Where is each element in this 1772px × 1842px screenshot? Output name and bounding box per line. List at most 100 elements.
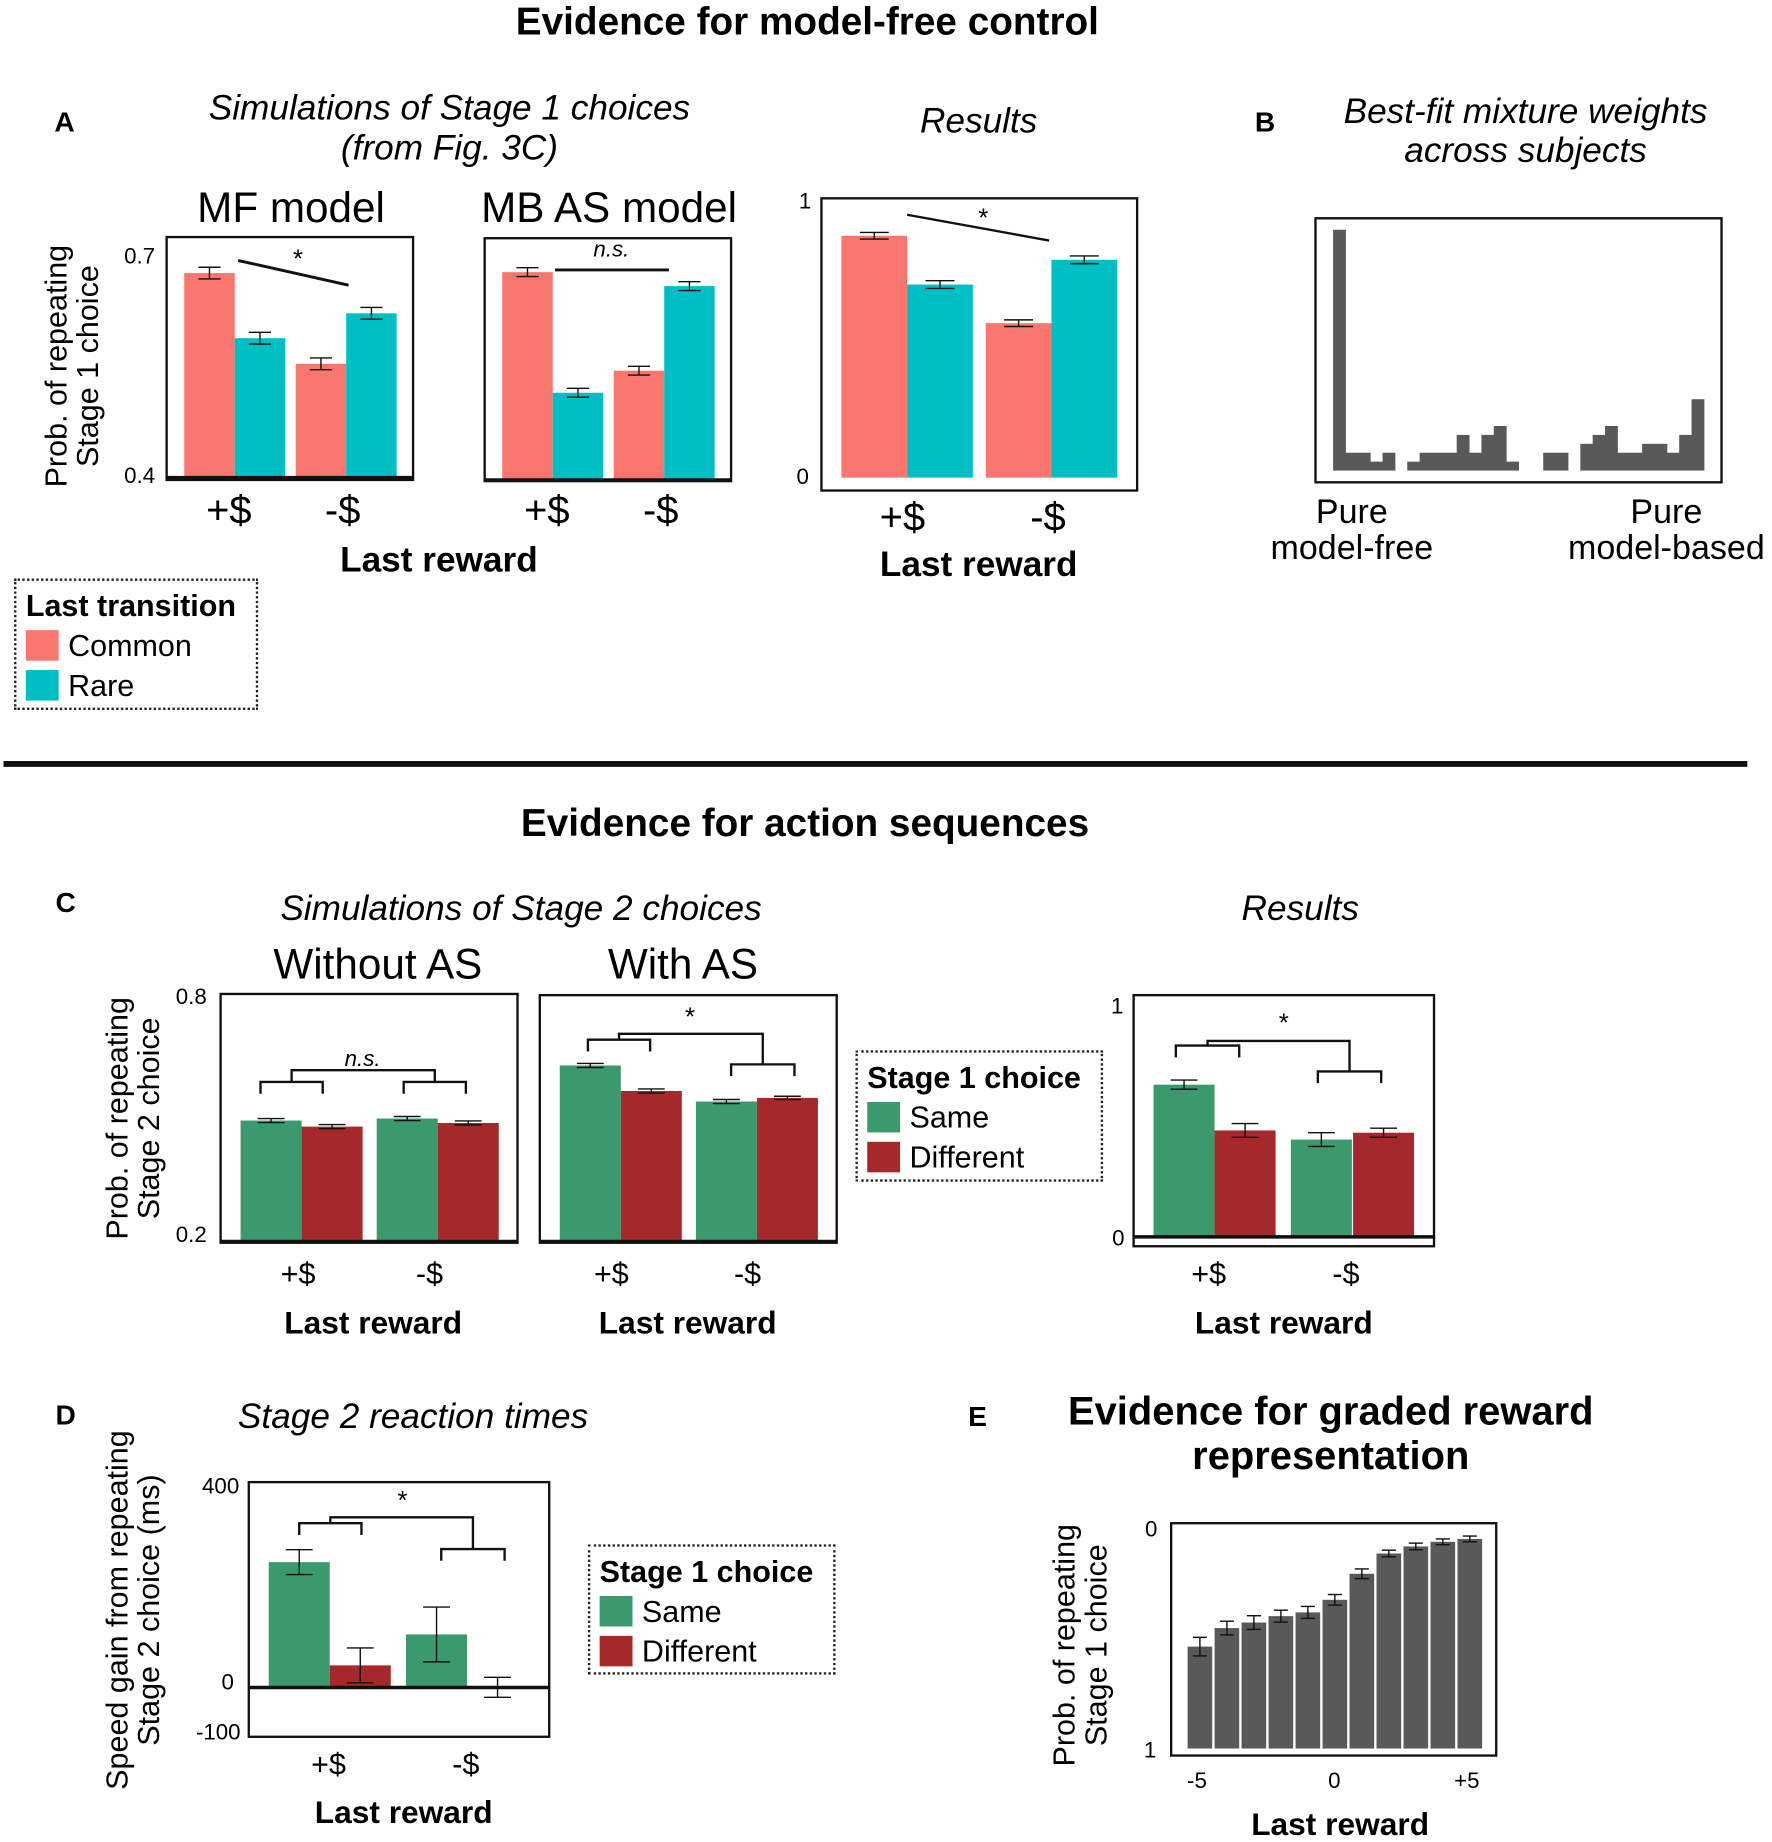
swatch-common — [25, 630, 59, 661]
y-tick: 400 — [202, 1474, 240, 1500]
y-tick: 1 — [1143, 1738, 1157, 1764]
plot-frame-A_Results — [820, 197, 1139, 492]
y-tick: 0.4 — [124, 464, 156, 489]
bar-common — [184, 273, 235, 477]
y-tick: 0 — [221, 1670, 234, 1696]
mf-model-title: MF model — [197, 183, 385, 232]
bracket-sig — [329, 1516, 475, 1550]
plot-frame-E_Graded — [1169, 1522, 1498, 1757]
x-tick: -$ — [452, 1746, 480, 1782]
bar-reward--4 — [1214, 1628, 1240, 1749]
bar-common — [502, 272, 553, 479]
bar-common — [295, 363, 347, 477]
histogram-bin — [1481, 434, 1495, 471]
histogram-bin — [1580, 443, 1594, 471]
histogram-bin — [1679, 434, 1693, 471]
significance-mark: * — [978, 203, 989, 233]
histogram-bin — [1543, 452, 1557, 471]
bar-reward--3 — [1241, 1622, 1267, 1749]
legend-label: Same — [909, 1099, 990, 1135]
bracket-sig — [440, 1547, 506, 1561]
bar-different — [620, 1090, 682, 1241]
x-tick: 0 — [1328, 1769, 1341, 1794]
y-tick: 1 — [798, 189, 812, 215]
without-as-title: Without AS — [273, 939, 483, 989]
y-tick: 0 — [796, 465, 809, 490]
significance-mark: n.s. — [593, 237, 630, 263]
panel-label-d: D — [55, 1399, 76, 1432]
with-as-title: With AS — [607, 939, 759, 989]
bracket-ns — [259, 1080, 324, 1094]
panel-label-c: C — [55, 887, 76, 919]
swatch-same — [867, 1101, 901, 1133]
y-tick: 0 — [1112, 1226, 1125, 1252]
significance-mark: * — [397, 1485, 408, 1515]
bar-different — [301, 1126, 363, 1241]
histogram-bin — [1654, 443, 1668, 471]
histogram-bin — [1407, 461, 1421, 471]
legend-item-same: Same — [867, 1097, 1091, 1137]
b-title-line1: Best-fit mixture weights — [1343, 92, 1708, 132]
histogram-bin — [1493, 425, 1507, 471]
histogram-bin — [1506, 461, 1519, 471]
x-axis-label-results-c: Last reward — [1194, 1305, 1373, 1341]
histogram-bin — [1444, 452, 1458, 471]
panel-label-a: A — [54, 106, 75, 139]
bar-reward--1 — [1295, 1612, 1321, 1749]
significance-mark: n.s. — [344, 1047, 381, 1072]
y-label-line1: Speed gain from repeating — [99, 1430, 135, 1790]
bar-same — [240, 1120, 302, 1241]
plot-frame-C_Results — [1132, 993, 1436, 1248]
bar-different — [756, 1097, 818, 1241]
bar-same — [1290, 1139, 1352, 1236]
mbas-model-title: MB AS model — [481, 183, 738, 232]
x-tick: -5 — [1187, 1769, 1207, 1794]
x-tick: +$ — [206, 488, 252, 533]
bracket-sig — [298, 1522, 363, 1535]
panel-label-e: E — [968, 1401, 987, 1433]
significance-line — [237, 259, 349, 287]
x-tick: +$ — [524, 488, 570, 533]
bar-reward-+2 — [1376, 1553, 1402, 1749]
b-left-label: model-free — [1270, 529, 1434, 568]
b-right-label: Pure — [1630, 493, 1703, 532]
y-tick: 0.8 — [175, 985, 207, 1010]
x-axis-label-c1: Last reward — [284, 1305, 463, 1341]
histogram-bin — [1691, 399, 1705, 471]
d-title: Stage 2 reaction times — [237, 1397, 589, 1437]
legend-title: Last transition — [25, 587, 237, 624]
histogram-bin — [1469, 452, 1482, 471]
y-label-line1: Prob. of repeating — [1046, 1523, 1082, 1767]
x-tick: -$ — [1332, 1255, 1360, 1291]
bar-common — [613, 370, 665, 479]
bar-reward--2 — [1268, 1616, 1294, 1749]
bar-rare — [234, 338, 286, 477]
results-title-a: Results — [919, 102, 1038, 141]
bar-reward-0 — [1322, 1599, 1348, 1749]
bracket-sig — [1316, 1070, 1383, 1084]
bar-rare — [1051, 259, 1118, 478]
bar-rare — [552, 392, 604, 479]
x-axis-label-results-a: Last reward — [879, 545, 1078, 585]
y-label-line2: Stage 1 choice — [70, 265, 106, 468]
swatch-different — [599, 1635, 633, 1667]
histogram-bin — [1419, 452, 1433, 471]
y-label-line2: Stage 2 choice — [131, 1017, 167, 1220]
x-tick: -$ — [415, 1255, 444, 1291]
x-axis-label-a: Last reward — [340, 540, 538, 580]
histogram-bin — [1642, 443, 1655, 471]
e-title-line1: Evidence for graded reward — [1067, 1389, 1594, 1435]
x-tick: +$ — [1191, 1255, 1227, 1291]
y-tick: 0.7 — [124, 244, 156, 270]
bar-rare — [664, 286, 715, 479]
y-axis-label-e: Prob. of repeating Stage 1 choice — [1046, 1523, 1113, 1767]
x-tick: +5 — [1454, 1769, 1480, 1794]
histogram-bin — [1370, 461, 1384, 471]
legend-last-transition: Last transition Common Rare — [14, 578, 259, 710]
x-tick: -$ — [324, 488, 361, 533]
x-tick: -$ — [1030, 495, 1066, 540]
histogram-frame — [1314, 217, 1723, 484]
bar-same — [376, 1118, 438, 1241]
bar-different — [1353, 1132, 1415, 1236]
